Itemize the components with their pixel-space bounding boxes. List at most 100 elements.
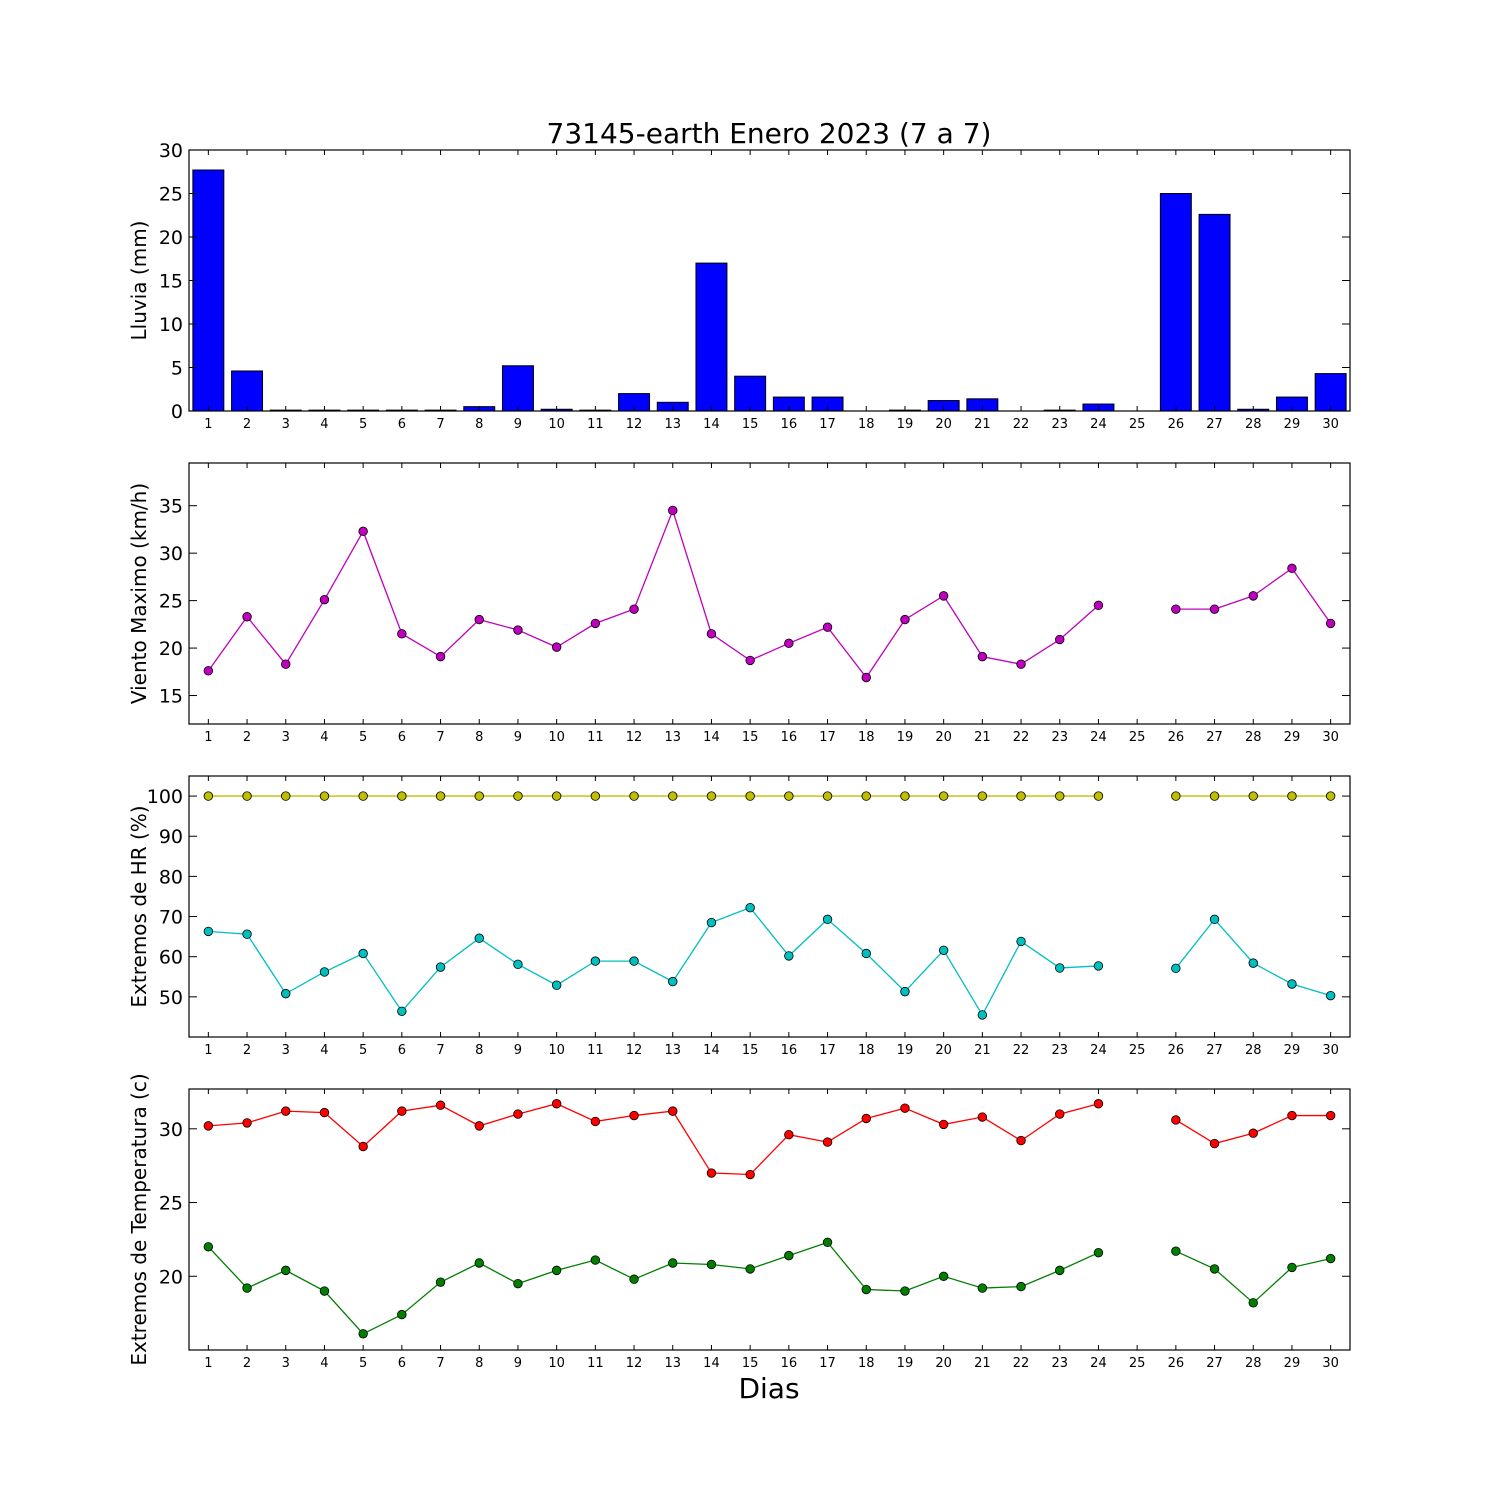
x-tick-label-14: 14 [703, 1356, 720, 1371]
series-1-point-day-15 [745, 655, 755, 666]
x-tick-label-3: 3 [282, 1356, 290, 1371]
series-2-point-day-28 [1248, 958, 1258, 968]
series-2-point-day-17 [822, 1237, 833, 1248]
x-tick-label-24: 24 [1090, 417, 1107, 432]
x-tick-label-22: 22 [1013, 730, 1030, 745]
x-tick-label-25: 25 [1129, 1356, 1146, 1371]
series-1-point-day-9 [513, 791, 523, 801]
series-2-point-day-15 [745, 903, 755, 913]
x-tick-label-28: 28 [1245, 1356, 1262, 1371]
series-2-point-day-24 [1093, 1247, 1104, 1258]
series-1-point-day-8 [474, 791, 484, 801]
series-1-point-day-10 [551, 1099, 562, 1109]
series-2-point-day-15 [745, 1264, 755, 1274]
series-2-point-day-9 [513, 959, 523, 970]
x-tick-label-19: 19 [897, 1043, 914, 1058]
x-tick-label-25: 25 [1129, 1043, 1146, 1058]
x-tick-label-5: 5 [359, 1043, 367, 1058]
series-1-point-day-20 [938, 1119, 949, 1130]
series-2-point-day-29 [1287, 979, 1297, 989]
x-tick-label-26: 26 [1168, 730, 1185, 745]
x-tick-label-1: 1 [204, 417, 212, 432]
series-2-point-day-4 [319, 1286, 330, 1296]
x-tick-label-12: 12 [626, 417, 643, 432]
series-1-point-day-2 [242, 791, 252, 801]
series-1-point-day-21 [977, 651, 988, 662]
series-1-point-day-5 [358, 526, 368, 537]
series-1-point-day-27 [1209, 791, 1220, 801]
plot-frame [188, 775, 1351, 1038]
x-tick-label-8: 8 [475, 417, 483, 432]
y-tick-label-0: 0 [171, 401, 183, 423]
series-1-point-day-4 [319, 791, 330, 801]
series-1-point-day-13 [668, 1106, 678, 1116]
bar-day-14 [695, 262, 728, 412]
series-2-line-1 [207, 1241, 1099, 1335]
series-1-point-day-26 [1171, 604, 1181, 614]
x-tick-label-26: 26 [1168, 417, 1185, 432]
series-1-point-day-16 [784, 791, 794, 801]
series-2-point-day-22 [1016, 936, 1026, 947]
x-tick-label-10: 10 [548, 730, 565, 745]
x-tick-label-11: 11 [587, 1043, 604, 1058]
x-tick-label-25: 25 [1129, 730, 1146, 745]
series-1-point-day-1 [203, 791, 214, 801]
series-2-point-day-21 [977, 1010, 988, 1020]
x-tick-label-24: 24 [1090, 1043, 1107, 1058]
x-tick-label-13: 13 [664, 730, 681, 745]
x-tick-label-5: 5 [359, 730, 367, 745]
x-tick-label-1: 1 [204, 1043, 212, 1058]
bar-day-9 [501, 365, 534, 412]
series-1-point-day-29 [1287, 791, 1297, 801]
series-1-point-day-15 [745, 1169, 755, 1180]
series-1-point-day-26 [1171, 791, 1181, 801]
series-1-point-day-3 [281, 791, 291, 801]
y-tick-label-30: 30 [159, 543, 183, 565]
x-tick-label-27: 27 [1206, 1043, 1223, 1058]
series-1-line-1 [208, 1103, 1099, 1176]
series-1-point-day-10 [551, 791, 562, 801]
series-1-point-day-11 [590, 618, 601, 629]
series-2-point-day-16 [784, 951, 794, 961]
series-1-point-day-16 [784, 1130, 794, 1140]
x-tick-label-12: 12 [626, 1356, 643, 1371]
series-1-point-day-17 [822, 622, 833, 632]
y-tick-label-30: 30 [159, 1119, 183, 1141]
x-tick-label-4: 4 [320, 1043, 328, 1058]
x-tick-label-18: 18 [858, 1043, 875, 1058]
y-tick-label-20: 20 [159, 1266, 183, 1288]
y-tick-label-60: 60 [159, 947, 183, 969]
series-2-point-day-12 [629, 1274, 639, 1284]
series-2-point-day-1 [203, 926, 214, 937]
x-tick-label-25: 25 [1129, 417, 1146, 432]
series-2-point-day-29 [1287, 1262, 1297, 1273]
x-tick-label-27: 27 [1206, 417, 1223, 432]
series-1-point-day-21 [977, 791, 988, 801]
x-tick-label-21: 21 [974, 417, 991, 432]
series-2-point-day-19 [900, 1286, 910, 1296]
series-1-point-day-27 [1209, 604, 1220, 614]
x-tick-label-11: 11 [587, 1356, 604, 1371]
x-tick-label-23: 23 [1051, 417, 1068, 432]
series-1-point-day-23 [1055, 1109, 1065, 1119]
y-tick-label-25: 25 [159, 591, 183, 613]
x-tick-label-14: 14 [703, 730, 720, 745]
series-2-point-day-11 [590, 956, 601, 966]
x-tick-label-19: 19 [897, 417, 914, 432]
x-tick-label-9: 9 [514, 1356, 522, 1371]
x-tick-label-21: 21 [974, 1043, 991, 1058]
series-2-point-day-22 [1016, 1281, 1026, 1292]
x-tick-label-8: 8 [475, 1356, 483, 1371]
series-2-point-day-14 [706, 917, 717, 928]
series-2-point-day-3 [281, 1265, 291, 1276]
series-2-point-day-6 [397, 1006, 407, 1017]
series-2-line-1 [208, 906, 1099, 1017]
series-1-point-day-15 [745, 791, 755, 801]
x-tick-label-14: 14 [703, 1043, 720, 1058]
y-tick-label-25: 25 [159, 184, 183, 206]
series-2-point-day-18 [861, 948, 871, 959]
series-2-point-day-1 [203, 1242, 214, 1252]
x-tick-label-18: 18 [858, 1356, 875, 1371]
